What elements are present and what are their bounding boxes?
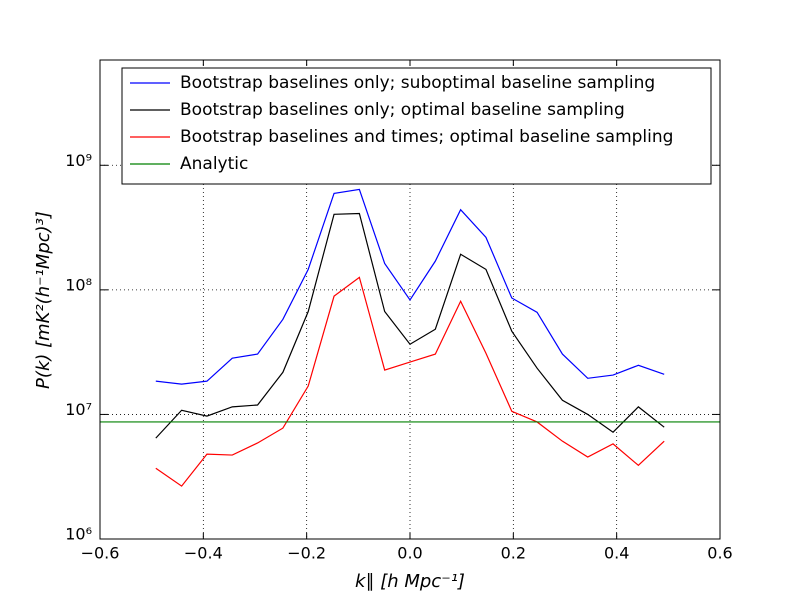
data-line — [155, 276, 665, 487]
legend-label: Analytic — [180, 154, 248, 174]
data-line — [155, 188, 665, 385]
x-tick-label: −0.2 — [287, 544, 326, 563]
x-tick-label: −0.4 — [184, 544, 223, 563]
x-tick-label: 0.0 — [397, 544, 422, 563]
x-tick-label: 0.6 — [707, 544, 732, 563]
legend: Bootstrap baselines only; suboptimal bas… — [121, 67, 712, 185]
y-tick-label: 10⁷ — [65, 400, 92, 419]
legend-box — [121, 67, 712, 185]
x-axis-label: k∥ [h Mpc⁻¹] — [355, 571, 465, 592]
y-tick-label: 10⁸ — [65, 275, 92, 294]
legend-label: Bootstrap baselines only; suboptimal bas… — [180, 73, 655, 93]
legend-label: Bootstrap baselines and times; optimal b… — [180, 127, 673, 147]
plot-frame — [99, 59, 721, 540]
y-tick-label: 10⁶ — [65, 525, 92, 544]
legend-label: Bootstrap baselines only; optimal baseli… — [180, 100, 625, 120]
y-axis-label: P(k) [mK²(h⁻¹Mpc)³] — [33, 211, 54, 389]
data-line — [155, 212, 665, 439]
y-tick-label: 10⁹ — [65, 151, 92, 170]
x-tick-label: 0.2 — [501, 544, 526, 563]
x-tick-label: 0.4 — [604, 544, 629, 563]
x-tick-label: −0.6 — [81, 544, 120, 563]
